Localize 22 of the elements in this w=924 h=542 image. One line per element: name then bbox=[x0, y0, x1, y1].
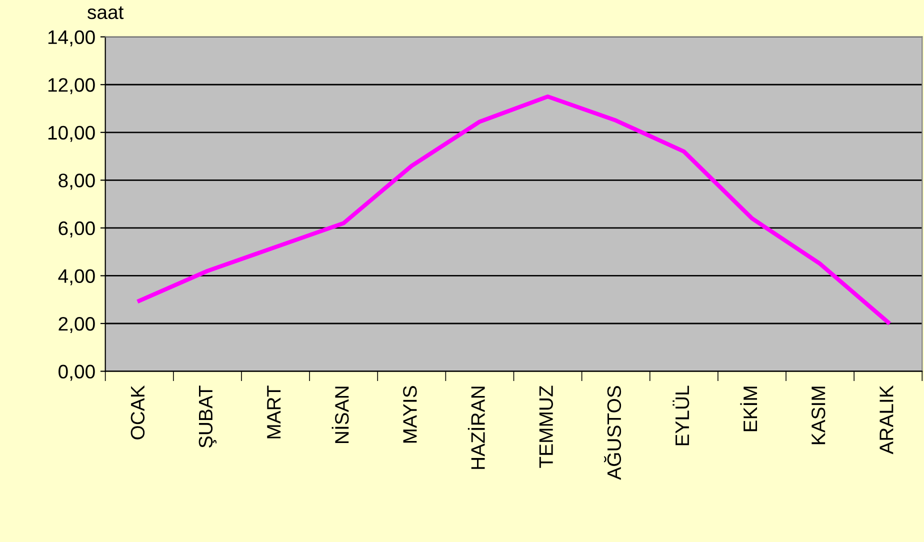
x-tick-label: TEMMUZ bbox=[539, 386, 553, 468]
line-series bbox=[137, 94, 890, 324]
x-tick-label: AĞUSTOS bbox=[604, 386, 622, 480]
x-tick-label: MART bbox=[267, 386, 281, 438]
y-axis-title: saat bbox=[88, 6, 124, 20]
x-tick-label: MAYIS bbox=[403, 386, 417, 443]
y-tick-label: 8,00 bbox=[58, 174, 95, 190]
x-tick-label: EKİM bbox=[740, 386, 758, 432]
x-tick-label: ARALIK bbox=[880, 385, 894, 454]
x-tick-label: KASIM bbox=[812, 386, 826, 444]
y-tick-label: 4,00 bbox=[58, 269, 95, 286]
y-tick-label: 14,00 bbox=[48, 30, 95, 46]
y-tick-label: 0,00 bbox=[58, 364, 95, 381]
x-tick-label: OCAK bbox=[130, 385, 145, 440]
x-tick-label: ŞUBAT bbox=[198, 386, 216, 448]
y-tick-label: 6,00 bbox=[58, 221, 95, 238]
x-tick-label: HAZİRAN bbox=[468, 386, 485, 469]
y-tick-label: 10,00 bbox=[48, 126, 95, 142]
x-tick-label: EYLÜL bbox=[672, 386, 690, 446]
y-tick-label: 2,00 bbox=[58, 316, 95, 334]
x-tick-label: NİSAN bbox=[332, 386, 349, 443]
y-tick-label: 12,00 bbox=[48, 78, 95, 94]
